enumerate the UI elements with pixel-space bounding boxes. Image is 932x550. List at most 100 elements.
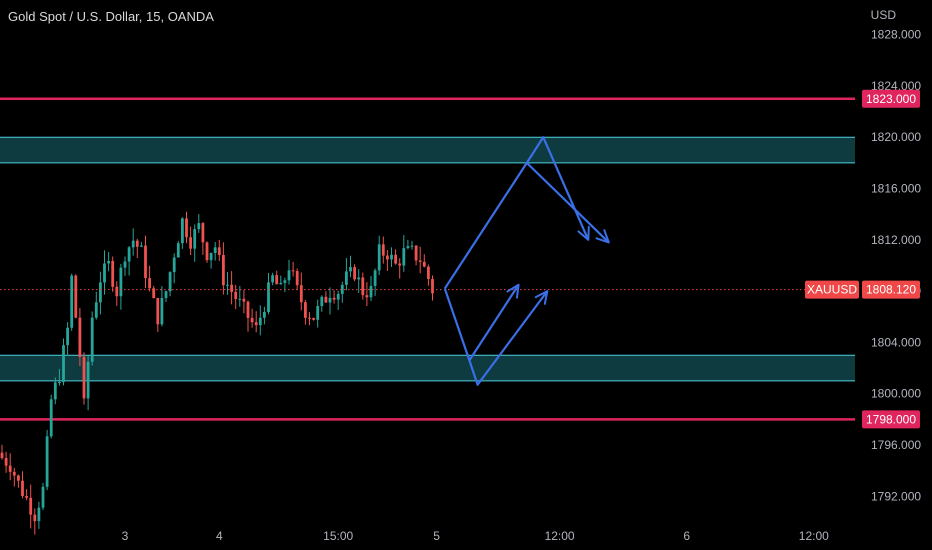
candle-body [209, 252, 213, 261]
zone-fill [0, 137, 855, 163]
candle-body [127, 247, 131, 262]
candle-body [271, 275, 274, 283]
candle-body [107, 261, 110, 264]
projection-arrow[interactable] [443, 284, 520, 362]
level-price-tag-label: 1823.000 [866, 92, 916, 106]
projection-arrow[interactable] [526, 162, 610, 244]
candle-body [140, 245, 143, 247]
candle-body [29, 497, 33, 515]
candle-body [193, 229, 197, 249]
candle-body [418, 260, 422, 262]
candle-body [90, 317, 94, 362]
candle-body [82, 356, 86, 399]
candle-body [135, 240, 139, 247]
candle-body [312, 318, 315, 320]
level-price-tag [862, 410, 920, 429]
y-tick-label: 1812.000 [871, 233, 921, 247]
candle-body [422, 261, 426, 267]
level-price-tag [862, 89, 920, 108]
candle-body [25, 495, 28, 498]
candle-body [250, 317, 254, 323]
projection-arrowhead [506, 283, 520, 299]
candle-body [406, 246, 410, 249]
x-tick-label: 15:00 [323, 529, 353, 543]
candle-body [41, 486, 45, 508]
candle-body [0, 452, 4, 459]
candle-body [373, 270, 377, 286]
candle-body [172, 257, 176, 273]
candle-body [340, 284, 344, 294]
projection-arrow[interactable] [443, 136, 590, 290]
candle-body [345, 271, 348, 285]
candle-body [152, 288, 156, 299]
candle-body [328, 297, 332, 303]
y-tick-label: 1828.000 [871, 28, 921, 42]
candle-body [226, 284, 229, 286]
candle-body [17, 475, 20, 481]
candle-body [242, 298, 246, 302]
candle-body [414, 245, 418, 261]
candle-body [357, 277, 361, 280]
candle-body [316, 306, 320, 320]
y-tick-label: 1804.000 [871, 335, 921, 349]
candle-body [21, 480, 24, 496]
candle-body [12, 471, 16, 476]
currency-label: USD [870, 8, 896, 22]
last-price-tag-label: 1808.120 [866, 283, 916, 297]
candle-body [390, 254, 393, 260]
candle-body [8, 465, 12, 472]
candle-body [33, 514, 37, 522]
candle-body [349, 267, 352, 272]
candle-body [287, 270, 291, 281]
x-tick-label: 12:00 [799, 529, 829, 543]
candle-body [164, 291, 168, 299]
candle-body [119, 267, 123, 297]
level-price-tag-label: 1798.000 [866, 412, 916, 426]
candle-body [131, 240, 135, 248]
projection-arrowhead [577, 225, 590, 241]
candle-body [197, 223, 201, 230]
projection-arrowhead [534, 290, 549, 305]
candle-body [291, 270, 295, 272]
candle-body [369, 285, 373, 298]
symbol-tag-label: XAUUSD [807, 283, 857, 297]
candle-body [258, 317, 262, 326]
candle-body [410, 245, 414, 247]
y-tick-label: 1824.000 [871, 79, 921, 93]
candle-body [176, 243, 180, 258]
candle-body [304, 302, 307, 318]
candle-body [222, 254, 225, 286]
candle-body [181, 218, 184, 244]
candle-body [185, 218, 188, 238]
candle-body [254, 322, 258, 326]
candle-body [62, 345, 65, 383]
x-tick-label: 12:00 [545, 529, 575, 543]
candle-body [156, 298, 160, 325]
last-price-tag [862, 280, 920, 299]
candle-body [49, 399, 53, 437]
candle-body [394, 254, 397, 264]
candle-body [299, 285, 303, 303]
candle-body [234, 291, 238, 300]
candle-body [123, 261, 127, 268]
candle-body [189, 237, 192, 249]
x-tick-label: 4 [216, 529, 223, 543]
candle-body [66, 327, 69, 346]
candle-body [230, 284, 233, 292]
candle-body [353, 267, 356, 280]
candle-body [381, 244, 385, 256]
projection-arrow[interactable] [468, 290, 549, 386]
candle-body [332, 297, 336, 300]
x-tick-label: 5 [433, 529, 440, 543]
candle-body [53, 382, 57, 400]
y-tick-label: 1820.000 [871, 130, 921, 144]
candle-body [320, 296, 324, 307]
candle-body [45, 436, 49, 487]
candle-body [213, 247, 217, 253]
chart-title: Gold Spot / U.S. Dollar, 15, OANDA [8, 9, 214, 24]
candle-body [160, 298, 164, 325]
candle-body [267, 282, 270, 313]
y-tick-label: 1796.000 [871, 438, 921, 452]
candle-body [377, 244, 381, 271]
